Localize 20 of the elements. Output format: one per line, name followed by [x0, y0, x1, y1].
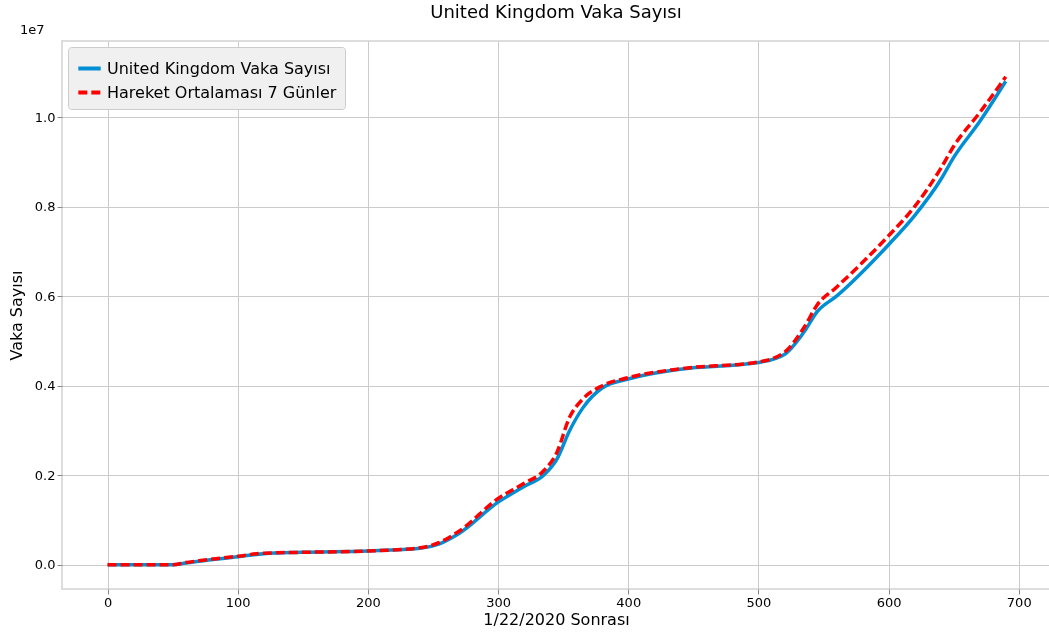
x-tick-label: 100: [225, 594, 251, 610]
x-tick-label: 700: [1006, 594, 1032, 610]
y-axis-title: Vaka Sayısı: [6, 270, 26, 361]
x-tick-label: 400: [616, 594, 642, 610]
x-tick-label: 500: [746, 594, 772, 610]
y-tick-label: 0.0: [34, 557, 56, 573]
y-tick-label: 1.0: [34, 109, 56, 125]
x-tick-label: 300: [486, 594, 511, 610]
legend-label: Hareket Ortalaması 7 Günler: [107, 82, 337, 102]
x-tick-label: 600: [876, 594, 902, 610]
y-tick-label: 0.8: [34, 199, 56, 215]
x-tick-label: 200: [355, 594, 381, 610]
y-tick-label: 0.4: [34, 378, 56, 394]
text: 1e7: [20, 22, 45, 37]
legend-label: United Kingdom Vaka Sayısı: [107, 58, 331, 78]
y-tick-label: 0.6: [34, 288, 56, 304]
y-tick-label: 0.2: [34, 467, 56, 483]
x-tick-label: 0: [103, 594, 113, 610]
x-axis-title: 1/22/2020 Sonrası: [483, 609, 630, 629]
chart-title: United Kingdom Vaka Sayısı: [430, 1, 682, 22]
